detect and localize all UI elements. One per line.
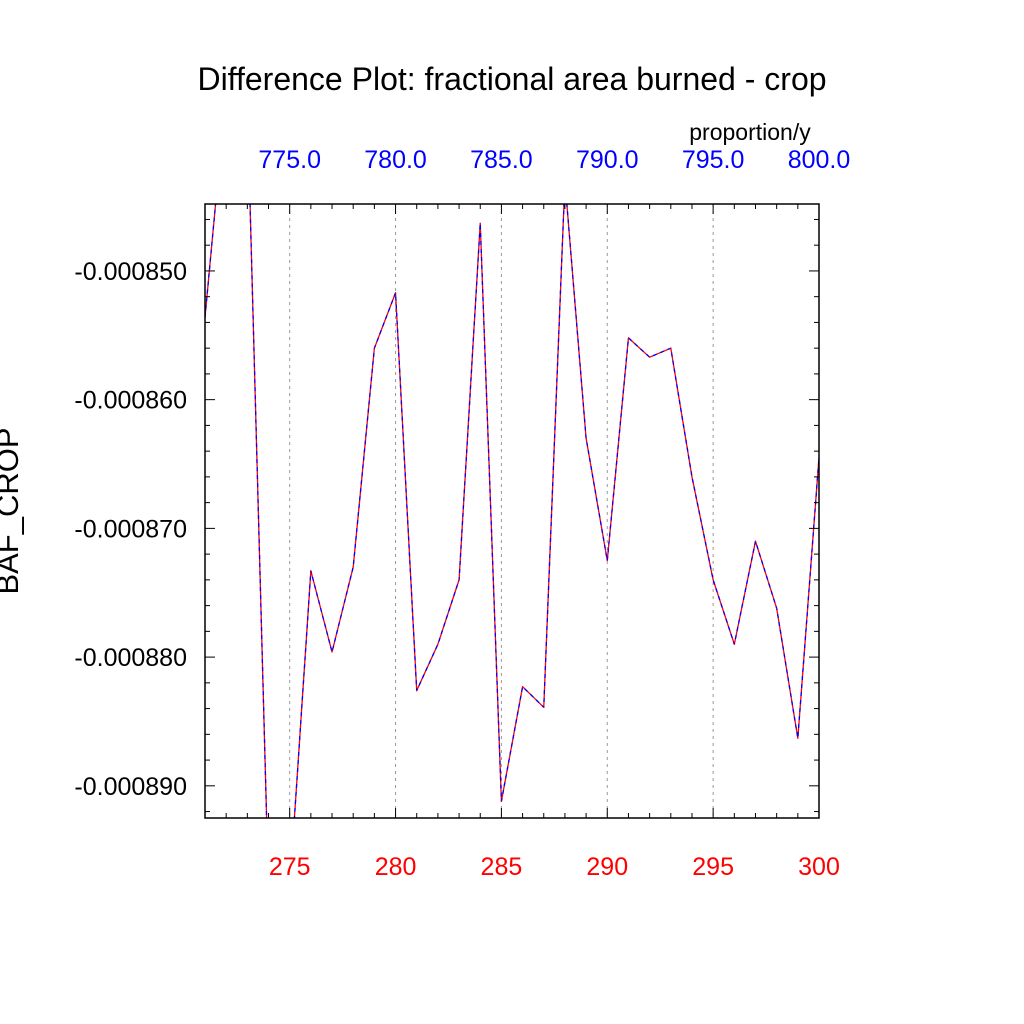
x-top-tick-label: 775.0 — [258, 146, 321, 174]
y-tick-label: -0.000880 — [74, 644, 187, 672]
x-top-tick-label: 790.0 — [576, 146, 639, 174]
data-point — [543, 706, 545, 708]
x-top-tick-label: 800.0 — [788, 146, 851, 174]
y-axis-label: BAF_CROP — [0, 427, 25, 594]
y-tick-label: -0.000890 — [74, 773, 187, 801]
units-label: proportion/y — [689, 119, 811, 145]
data-point — [310, 570, 312, 572]
data-point — [331, 651, 333, 653]
data-point — [352, 566, 354, 568]
axis-ticks — [204, 204, 820, 818]
data-point — [289, 888, 290, 889]
y-tick-label: -0.000870 — [74, 515, 187, 543]
data-point — [670, 347, 672, 349]
y-tick-label: -0.000860 — [74, 387, 187, 415]
data-point — [268, 888, 269, 889]
data-point — [416, 689, 418, 692]
grid-lines — [289, 204, 714, 818]
x-tick-label: 280 — [375, 853, 417, 881]
x-tick-label: 275 — [269, 853, 311, 881]
data-point — [458, 579, 460, 581]
series-line-dashed — [205, 204, 819, 818]
x-top-tick-label: 785.0 — [470, 146, 533, 174]
chart-title: Difference Plot: fractional area burned … — [197, 61, 826, 97]
data-point — [437, 643, 439, 645]
x-tick-label: 290 — [586, 853, 628, 881]
data-point — [394, 292, 397, 294]
data-point — [627, 337, 630, 339]
tick-labels: 275 280 285 290 295 300 775.0 780.0 785.0 790.0 79… — [74, 146, 850, 881]
series-layer — [205, 103, 819, 889]
data-point — [733, 643, 735, 645]
data-point — [606, 559, 608, 562]
data-point — [521, 686, 524, 688]
x-tick-label: 285 — [481, 853, 523, 881]
x-top-tick-label: 795.0 — [682, 146, 745, 174]
data-point — [564, 180, 565, 181]
data-point — [479, 222, 481, 224]
data-point — [500, 800, 503, 802]
data-point — [712, 579, 714, 581]
x-top-tick-label: 780.0 — [364, 146, 427, 174]
data-point — [649, 356, 651, 358]
y-tick-label: -0.000850 — [74, 258, 187, 286]
data-point — [691, 476, 693, 478]
data-point — [247, 103, 248, 104]
data-point — [585, 437, 587, 439]
x-tick-label: 295 — [692, 853, 734, 881]
data-point — [754, 540, 757, 542]
x-tick-label: 300 — [798, 853, 840, 881]
data-point — [776, 607, 778, 609]
data-point — [373, 347, 375, 349]
plot-frame — [204, 203, 820, 819]
data-point — [797, 737, 799, 739]
